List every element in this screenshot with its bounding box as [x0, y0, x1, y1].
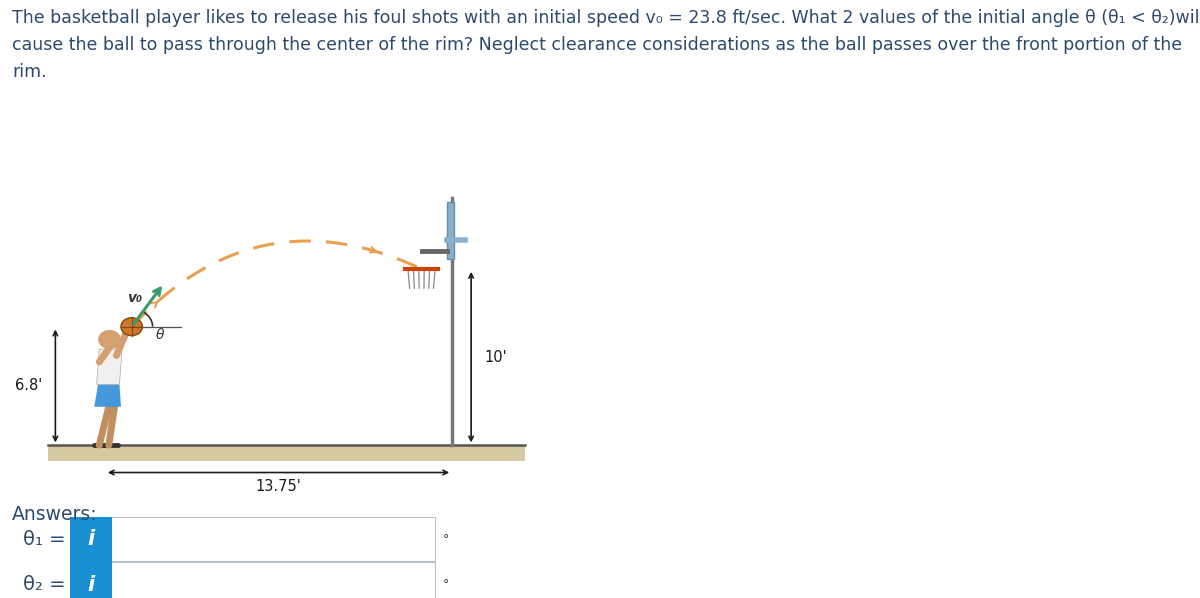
Text: θ: θ — [155, 328, 164, 342]
Text: 13.75': 13.75' — [256, 480, 301, 495]
Bar — [446, 202, 454, 260]
Text: °: ° — [443, 578, 449, 591]
Polygon shape — [96, 349, 122, 385]
Text: θ₁ =: θ₁ = — [23, 530, 66, 549]
Text: i: i — [86, 529, 94, 550]
Circle shape — [98, 330, 121, 349]
Text: cause the ball to pass through the center of the rim? Neglect clearance consider: cause the ball to pass through the cente… — [12, 36, 1182, 54]
FancyBboxPatch shape — [70, 517, 436, 562]
Text: 6.8': 6.8' — [16, 379, 42, 393]
Text: The basketball player likes to release his foul shots with an initial speed v₀ =: The basketball player likes to release h… — [12, 9, 1200, 27]
Bar — [70, 562, 112, 598]
Text: °: ° — [443, 533, 449, 546]
Text: rim.: rim. — [12, 63, 47, 81]
Polygon shape — [48, 446, 524, 461]
Text: v₀: v₀ — [127, 291, 142, 305]
FancyBboxPatch shape — [70, 562, 436, 598]
Circle shape — [121, 318, 143, 335]
Polygon shape — [95, 385, 121, 407]
Text: θ₂ =: θ₂ = — [23, 575, 66, 594]
Text: 10': 10' — [485, 350, 508, 365]
Text: i: i — [86, 575, 94, 595]
Bar — [70, 517, 112, 562]
Text: Answers:: Answers: — [12, 505, 97, 524]
